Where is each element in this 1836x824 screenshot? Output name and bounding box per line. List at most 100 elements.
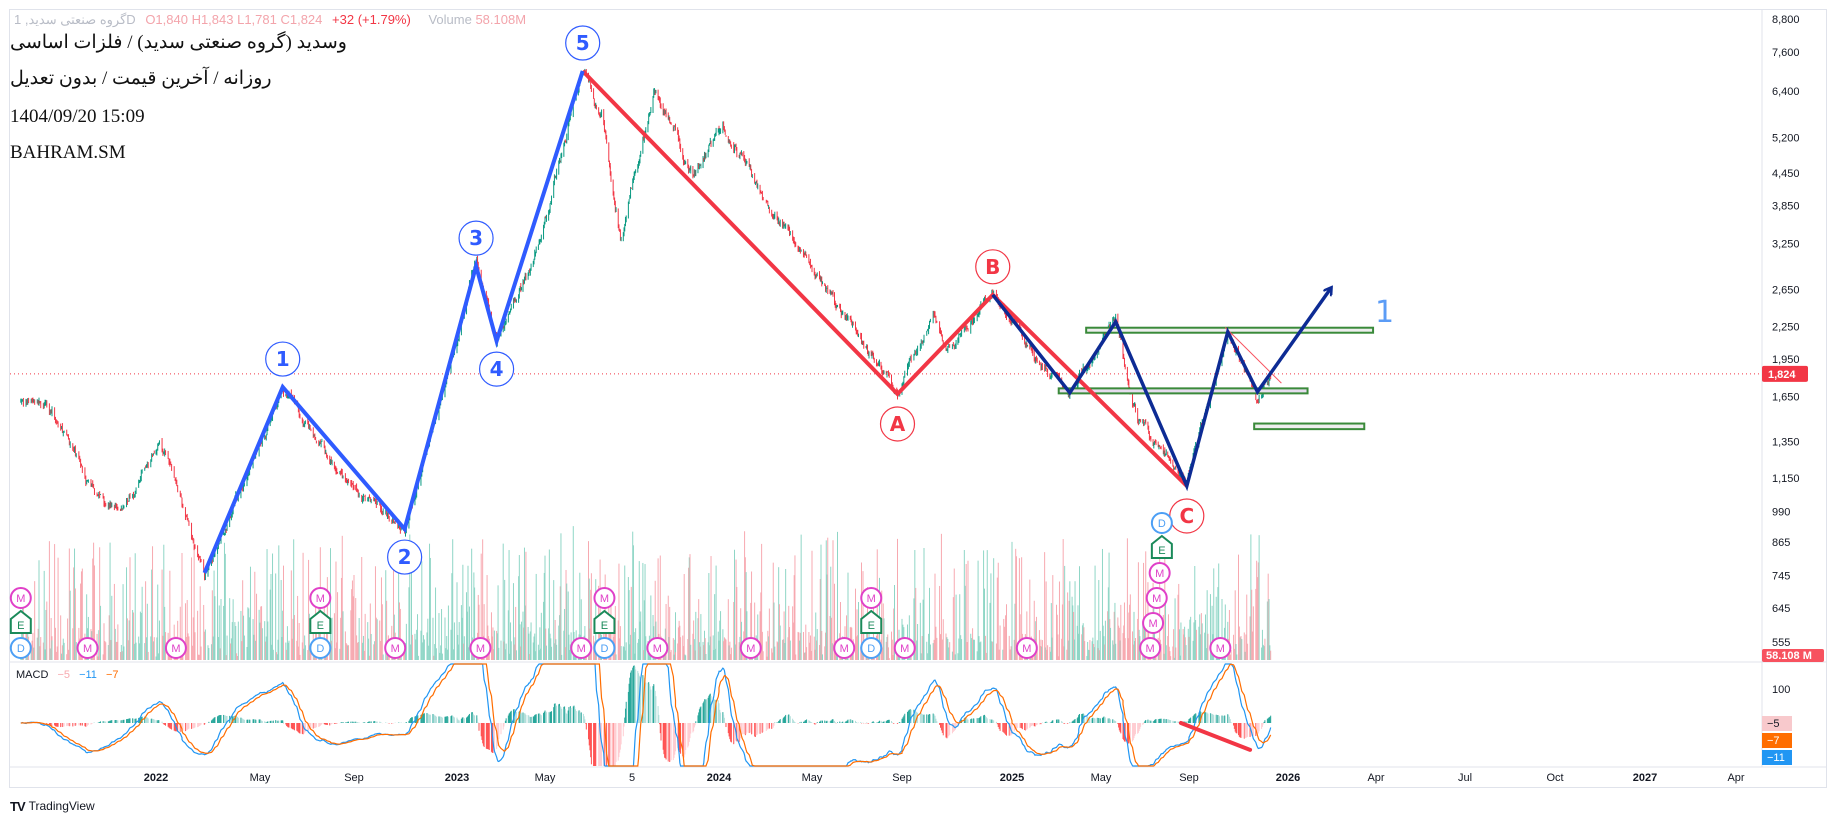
event-marker-letter: D [600,643,608,655]
event-marker-letter: M [867,593,876,605]
wave-label-A-circle [879,406,916,442]
symbol-name[interactable]: گروه صنعتی سدید, 1D [14,12,136,27]
event-marker-letter: M [1148,618,1157,630]
wave-label-2: 2 [398,545,412,569]
event-m-marker[interactable]: M [739,637,762,659]
macd-legend[interactable]: MACD −5 −11 −7 [16,669,119,682]
wave-label-5: 5 [576,31,590,55]
dividend-icon [309,637,332,659]
price-tick-label: 990 [1772,507,1790,519]
macd-value-label: −7 [1767,735,1780,747]
price-tick-label: 1,650 [1772,391,1800,403]
event-d-marker[interactable]: D [9,637,32,659]
event-d-marker[interactable]: D [593,637,616,659]
time-tick-label: 5 [629,772,635,784]
event-e-marker[interactable]: E [1150,534,1173,559]
wave-label-C: C [1179,504,1194,528]
time-tick-label: 2026 [1276,772,1300,784]
event-e-marker[interactable]: E [9,609,32,634]
volume-badge-label: 58.108 M [1766,650,1812,662]
time-tick-label: Oct [1546,772,1563,784]
event-marker-letter: M [600,593,609,605]
event-m-marker[interactable]: M [593,587,616,609]
meeting-icon [469,637,492,659]
volume-legend: Volume 58.108M [428,12,526,27]
event-m-marker[interactable]: M [1139,637,1162,659]
price-tick-label: 645 [1772,603,1790,615]
time-tick-label: May [250,772,271,784]
event-m-marker[interactable]: M [384,637,407,659]
event-e-marker[interactable]: E [593,609,616,634]
macd-tick-label: 100 [1772,684,1790,696]
event-m-marker[interactable]: M [860,587,883,609]
meeting-icon [1015,637,1038,659]
event-marker-letter: M [476,643,485,655]
event-m-marker[interactable]: M [9,587,32,609]
event-marker-letter: M [391,643,400,655]
event-m-marker[interactable]: M [1209,637,1232,659]
wave-label-2-circle [387,539,423,575]
macd-divergence-line [1178,721,1253,752]
dividend-icon [593,637,616,659]
meeting-icon [9,587,32,609]
event-d-marker[interactable]: D [309,637,332,659]
note-author: BAHRAM.SM [10,142,126,163]
event-m-marker[interactable]: M [833,637,856,659]
event-m-marker[interactable]: M [1142,612,1165,634]
volume-badge [1762,649,1824,662]
event-marker-letter: E [868,620,875,632]
event-m-marker[interactable]: M [1015,637,1038,659]
event-m-marker[interactable]: M [570,637,593,659]
event-marker-letter: M [83,643,92,655]
price-tick-label: 8,800 [1772,14,1800,26]
time-tick-label: 2022 [144,772,168,784]
wave-label-A: A [890,412,906,436]
price-tick-label: 1,150 [1772,473,1800,485]
event-m-marker[interactable]: M [309,587,332,609]
meeting-icon [570,637,593,659]
price-tick-label: 5,200 [1772,133,1800,145]
time-axis[interactable]: 2022 May Sep 2023 May 5 2024 May Sep 2025 May Sep 20… [144,772,1745,784]
meeting-icon [164,637,187,659]
macd-value-badge [1762,716,1792,731]
impulse-wave-line [202,70,585,574]
drawings[interactable]: 1 2 3 4 5 A B C 1 [202,25,1395,575]
event-e-marker[interactable]: E [860,609,883,634]
event-m-marker[interactable]: M [646,637,669,659]
macd-value-label: −11 [1767,752,1785,764]
event-m-marker[interactable]: M [1148,562,1171,584]
meeting-icon [833,637,856,659]
meeting-icon [1142,612,1165,634]
event-marker-letter: D [316,643,324,655]
event-m-marker[interactable]: M [76,637,99,659]
meeting-icon [309,587,332,609]
event-marker-letter: M [746,643,755,655]
price-tick-label: 1,950 [1772,354,1800,366]
time-tick-label: Sep [1179,772,1199,784]
event-marker-letter: D [867,643,875,655]
time-tick-label: 2025 [1000,772,1024,784]
price-axis[interactable]: 8,800 7,600 6,400 5,200 4,450 3,850 3,250 2,650… [1762,14,1824,765]
tradingview-logo[interactable]: TV TradingView [10,799,95,814]
meeting-icon [739,637,762,659]
meeting-icon [76,637,99,659]
price-tick-label: 1,350 [1772,437,1800,449]
event-marker-letter: M [577,643,586,655]
volume-value: 58.108M [475,12,527,27]
event-m-marker[interactable]: M [1145,587,1168,609]
price-tick-label: 865 [1772,537,1790,549]
meeting-icon [1148,562,1171,584]
event-m-marker[interactable]: M [164,637,187,659]
event-marker-letter: M [16,593,25,605]
event-m-marker[interactable]: M [893,637,916,659]
event-e-marker[interactable]: E [309,609,332,634]
support-resistance-zone [1057,387,1309,395]
event-marker-letter: M [653,643,662,655]
event-m-marker[interactable]: M [469,637,492,659]
event-marker-letter: E [317,620,324,632]
event-marker-letter: E [17,620,24,632]
event-d-marker[interactable]: D [860,637,883,659]
event-d-marker[interactable]: D [1150,512,1173,534]
